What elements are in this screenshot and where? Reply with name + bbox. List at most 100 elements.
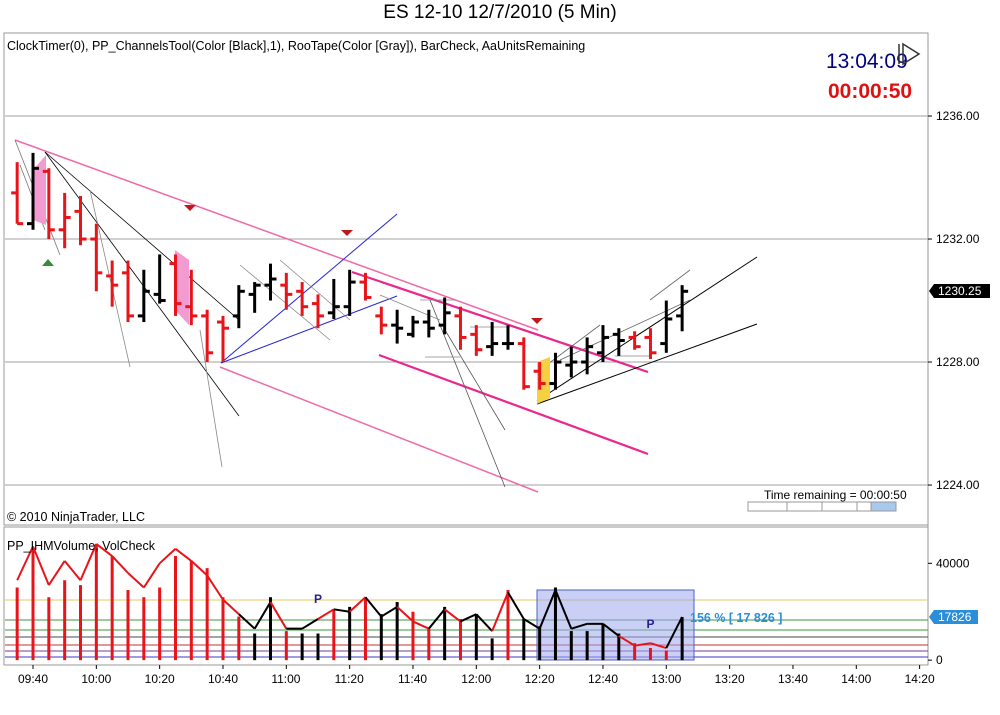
- ohlc-bar: [517, 337, 530, 390]
- channel-line: [199, 329, 223, 468]
- ohlc-bar: [486, 322, 499, 356]
- p-marker: P: [314, 592, 322, 606]
- play-icon[interactable]: [898, 42, 921, 66]
- time-tick-label: 10:20: [145, 672, 175, 686]
- down-arrow-marker: [531, 318, 543, 324]
- p-marker: P: [646, 617, 654, 631]
- volume-line-segment: [396, 606, 414, 623]
- volume-line-segment: [16, 545, 34, 581]
- ohlc-bar: [264, 263, 277, 301]
- ohlc-bar: [391, 309, 404, 344]
- ohlc-bar: [359, 272, 372, 301]
- volume-line-segment: [142, 562, 161, 589]
- ohlc-bar: [216, 315, 229, 363]
- ohlc-bar: [438, 297, 451, 335]
- ohlc-bar: [406, 315, 419, 338]
- volume-line-segment: [428, 608, 446, 630]
- ohlc-bar: [581, 337, 594, 375]
- down-arrow-marker: [184, 205, 196, 211]
- price-tick-label: 1236.00: [936, 109, 980, 123]
- time-tick-label: 14:00: [841, 672, 871, 686]
- volume-line-segment: [206, 574, 224, 601]
- last-price-tag: 1230.25: [929, 284, 990, 298]
- ohlc-bar: [42, 168, 55, 240]
- time-remaining-progress: [747, 501, 897, 512]
- time-tick-label: 12:00: [461, 672, 491, 686]
- channel-line: [378, 353, 649, 456]
- volume-line-segment: [634, 642, 651, 647]
- ohlc-bar: [121, 260, 134, 323]
- volume-line-segment: [47, 560, 66, 586]
- volume-line-segment: [444, 608, 462, 623]
- down-arrow-marker: [341, 230, 353, 236]
- copyright-label: © 2010 NinjaTrader, LLC: [7, 510, 145, 524]
- ohlc-bar: [137, 269, 150, 323]
- ohlc-bar: [58, 192, 71, 249]
- time-tick-label: 10:40: [208, 672, 238, 686]
- volume-line-segment: [538, 589, 557, 630]
- volume-line-segment: [238, 613, 256, 630]
- volume-line-segment: [523, 618, 541, 630]
- ohlc-bar: [296, 282, 309, 316]
- ohlc-bar: [201, 309, 214, 363]
- ohlc-bar: [74, 195, 87, 246]
- price-tick-label: 1228.00: [936, 355, 980, 369]
- indicators-label: ClockTimer(0), PP_ChannelsTool(Color [Bl…: [7, 39, 585, 53]
- time-tick-label: 12:20: [525, 672, 555, 686]
- volume-line-segment: [665, 616, 684, 649]
- volume-line-segment: [190, 560, 208, 577]
- ohlc-bar: [454, 306, 467, 350]
- volume-line-segment: [380, 606, 398, 618]
- ohlc-bar: [90, 223, 103, 292]
- channel-line: [279, 259, 351, 321]
- channel-line: [220, 213, 398, 364]
- volume-percent-label: 156 % [ 17 826 ]: [690, 611, 782, 625]
- volume-tick-label: 0: [936, 653, 943, 667]
- ohlc-bar: [644, 328, 657, 359]
- time-remaining-label: Time remaining = 00:00:50: [764, 488, 907, 502]
- channel-line: [89, 189, 131, 368]
- volume-panel[interactable]: [3, 526, 929, 666]
- volume-tick-label: 40000: [936, 556, 970, 570]
- channel-line: [649, 269, 691, 301]
- time-tick-label: 11:40: [398, 672, 427, 686]
- channel-line: [220, 295, 398, 364]
- channel-line: [536, 323, 758, 405]
- ohlc-bar: [612, 328, 625, 356]
- ohlc-bar: [375, 306, 388, 335]
- volume-value-tag: 17826: [929, 610, 978, 624]
- volume-line-segment: [174, 547, 192, 562]
- channel-line: [219, 366, 539, 493]
- volume-line-segment: [127, 572, 145, 589]
- time-tick-label: 13:40: [778, 672, 808, 686]
- volume-line-segment: [475, 613, 493, 632]
- ohlc-bar: [660, 300, 673, 353]
- ohlc-bar: [596, 325, 609, 363]
- time-tick-label: 09:40: [18, 672, 48, 686]
- time-tick-label: 12:40: [588, 672, 618, 686]
- volume-line-segment: [222, 598, 240, 615]
- volume-line-segment: [32, 545, 50, 586]
- channel-line: [14, 139, 539, 331]
- channel-line: [559, 299, 691, 361]
- ohlc-bar: [501, 325, 514, 350]
- ohlc-bar: [343, 269, 356, 316]
- volume-line-segment: [460, 613, 477, 623]
- chart-title: ES 12-10 12/7/2010 (5 Min): [383, 2, 617, 23]
- volume-line-segment: [95, 543, 113, 557]
- channel-line: [444, 329, 506, 431]
- time-tick-label: 14:20: [905, 672, 935, 686]
- price-tick-label: 1232.00: [936, 232, 980, 246]
- ohlc-bar: [628, 331, 641, 350]
- time-tick-label: 13:20: [715, 672, 745, 686]
- volume-line-segment: [554, 589, 573, 630]
- ohlc-bar: [27, 152, 39, 230]
- volume-line-segment: [412, 620, 430, 630]
- ohlc-bar: [311, 294, 324, 329]
- time-tick-label: 13:00: [651, 672, 681, 686]
- volume-line-segment: [571, 622, 588, 630]
- ohlc-bar: [169, 254, 182, 316]
- volume-line-segment: [364, 596, 383, 618]
- time-tick-label: 10:00: [81, 672, 111, 686]
